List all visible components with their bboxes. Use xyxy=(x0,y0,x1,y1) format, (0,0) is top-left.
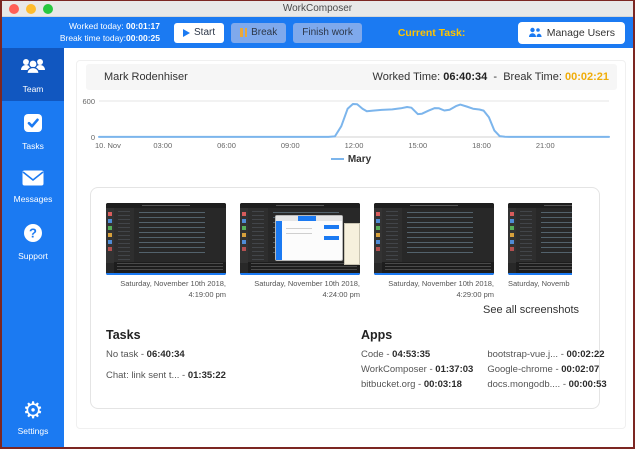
break-today-label: Break time today: xyxy=(59,32,126,43)
sidebar-item-label: Support xyxy=(18,251,48,261)
user-panel: Mark Rodenhiser Worked Time: 06:40:34 - … xyxy=(76,60,626,429)
activity-chart-svg: 0 600 10. Nov 03:00 06:00 09:00 12:00 15:00 18:0… xyxy=(82,97,610,150)
settings-gear-icon: ⚙ xyxy=(22,397,44,423)
screenshot-thumbnail[interactable] xyxy=(508,203,572,275)
sidebar-item-label: Tasks xyxy=(22,141,44,151)
worked-time-value: 06:40:34 xyxy=(443,71,488,83)
screenshot-thumbnail[interactable] xyxy=(374,203,494,275)
svg-text:15:00: 15:00 xyxy=(408,141,427,150)
screenshot-caption: Saturday, November 10th 2018, 4:29:00 pm xyxy=(388,279,494,299)
worked-today-label: Worked today: xyxy=(68,21,124,32)
tasks-section: Tasks No task - 06:40:34 Chat: link sent… xyxy=(106,328,361,394)
sidebar-item-label: Team xyxy=(22,84,44,94)
app-item: docs.mongodb.... - 00:00:53 xyxy=(487,378,607,390)
task-item: No task - 06:40:34 xyxy=(106,348,185,360)
titlebar: WorkComposer xyxy=(2,1,633,17)
activity-chart: 0 600 10. Nov 03:00 06:00 09:00 12:00 15:00 18:0… xyxy=(81,94,625,152)
messages-envelope-icon xyxy=(22,170,44,186)
support-question-icon: ? xyxy=(24,224,42,242)
start-button[interactable]: Start xyxy=(174,22,225,43)
screenshot-item: Saturday, November 10th 2018, 4:29:00 pm xyxy=(374,203,494,301)
svg-text:12:00: 12:00 xyxy=(345,141,364,150)
app-item: WorkComposer - 01:37:03 xyxy=(361,363,474,375)
break-today-value: 00:00:25 xyxy=(125,32,160,43)
sidebar-item-messages[interactable]: Messages xyxy=(2,162,64,211)
task-item: Chat: link sent t... - 01:35:22 xyxy=(106,369,226,381)
svg-text:10. Nov: 10. Nov xyxy=(95,141,121,150)
see-all-screenshots-link[interactable]: See all screenshots xyxy=(483,303,579,316)
screenshot-thumbnail[interactable] xyxy=(106,203,226,275)
zoom-icon[interactable] xyxy=(43,4,53,14)
team-icon xyxy=(21,59,45,75)
svg-text:21:00: 21:00 xyxy=(536,141,555,150)
sidebar-item-support[interactable]: ? Support xyxy=(2,215,64,268)
break-time-value: 00:02:21 xyxy=(564,71,609,83)
manage-users-button[interactable]: Manage Users xyxy=(517,21,625,44)
app-item: bitbucket.org - 00:03:18 xyxy=(361,378,462,390)
main-content: Mark Rodenhiser Worked Time: 06:40:34 - … xyxy=(64,48,633,447)
sidebar-item-label: Settings xyxy=(17,426,49,436)
user-name: Mark Rodenhiser xyxy=(104,71,188,83)
screenshot-item: Saturday, Novemb xyxy=(508,203,572,301)
window-title: WorkComposer xyxy=(282,3,353,14)
user-times: Worked Time: 06:40:34 - Break Time: 00:0… xyxy=(372,71,609,83)
app-item: Google-chrome - 00:02:07 xyxy=(487,363,600,375)
usage-summary: Tasks No task - 06:40:34 Chat: link sent… xyxy=(106,328,607,394)
svg-text:09:00: 09:00 xyxy=(281,141,300,150)
svg-text:18:00: 18:00 xyxy=(472,141,491,150)
screenshot-thumbnail[interactable] xyxy=(240,203,360,275)
chart-legend[interactable]: Mary xyxy=(77,154,625,165)
screenshot-item: Saturday, November 10th 2018, 4:19:00 pm xyxy=(106,203,226,301)
screenshot-caption: Saturday, November 10th 2018, 4:19:00 pm xyxy=(120,279,226,299)
sidebar-item-settings[interactable]: ⚙ Settings xyxy=(2,390,64,443)
play-icon xyxy=(183,28,190,37)
sidebar-item-team[interactable]: Team xyxy=(2,48,64,101)
current-task-label: Current Task: xyxy=(397,26,466,39)
close-icon[interactable] xyxy=(9,4,19,14)
sidebar-item-label: Messages xyxy=(13,194,53,204)
screenshot-caption: Saturday, November 10th 2018, 4:24:00 pm xyxy=(254,279,360,299)
tasks-check-icon xyxy=(24,114,42,132)
legend-label: Mary xyxy=(347,154,372,165)
pause-icon xyxy=(240,28,248,37)
svg-text:?: ? xyxy=(29,226,37,241)
app-item: bootstrap-vue.j... - 00:02:22 xyxy=(487,348,605,360)
app-item: Code - 04:53:35 xyxy=(361,348,431,360)
screenshot-item: Saturday, November 10th 2018, 4:24:00 pm xyxy=(240,203,360,301)
time-summary: Worked today: 00:01:17 Break time today:… xyxy=(42,21,160,43)
traffic-lights xyxy=(9,4,53,14)
toolbar: Worked today: 00:01:17 Break time today:… xyxy=(2,17,633,48)
svg-text:03:00: 03:00 xyxy=(153,141,172,150)
worked-today-value: 00:01:17 xyxy=(125,21,160,32)
svg-text:600: 600 xyxy=(82,97,95,106)
sidebar-item-tasks[interactable]: Tasks xyxy=(2,105,64,158)
minimize-icon[interactable] xyxy=(26,4,36,14)
screenshot-caption: Saturday, Novemb xyxy=(508,279,570,288)
screenshots-card: Saturday, November 10th 2018, 4:19:00 pm… xyxy=(90,187,607,409)
apps-section: Apps Code - 04:53:35 WorkComposer - 01:3… xyxy=(361,328,607,394)
sidebar: Team Tasks Messages ? xyxy=(2,48,64,447)
users-icon xyxy=(528,27,542,37)
finish-work-button[interactable]: Finish work xyxy=(293,22,362,43)
user-header: Mark Rodenhiser Worked Time: 06:40:34 - … xyxy=(86,64,617,90)
legend-line-icon xyxy=(330,158,344,161)
break-button[interactable]: Break xyxy=(231,22,287,43)
svg-text:0: 0 xyxy=(91,133,95,142)
svg-text:06:00: 06:00 xyxy=(217,141,236,150)
tasks-heading: Tasks xyxy=(106,327,141,342)
thumbnail-row: Saturday, November 10th 2018, 4:19:00 pm… xyxy=(106,203,599,301)
apps-heading: Apps xyxy=(361,327,393,342)
apps-column-2: bootstrap-vue.j... - 00:02:22 Google-chr… xyxy=(487,349,606,394)
apps-column-1: Code - 04:53:35 WorkComposer - 01:37:03 … xyxy=(361,349,473,394)
